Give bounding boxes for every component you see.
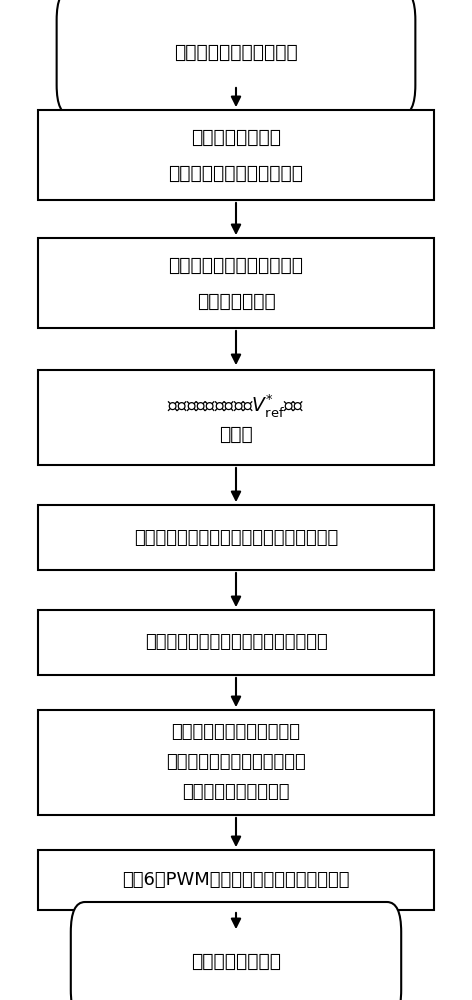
Text: 完成容错缓冲控制: 完成容错缓冲控制 [191, 952, 281, 970]
Text: 对故障开关管所影响扇区进行容错控制: 对故障开关管所影响扇区进行容错控制 [144, 634, 328, 652]
FancyBboxPatch shape [38, 610, 434, 675]
FancyBboxPatch shape [57, 0, 415, 115]
Text: 并调整缓冲扇区基本电压矢量: 并调整缓冲扇区基本电压矢量 [166, 754, 306, 772]
Text: 确定开关管故障前后故障零: 确定开关管故障前后故障零 [169, 255, 303, 274]
Text: 结合扇区划分方式: 结合扇区划分方式 [191, 127, 281, 146]
Text: 作用顺序以及作用时间: 作用顺序以及作用时间 [182, 784, 290, 802]
Text: 选取缓冲扇区位置以及数目: 选取缓冲扇区位置以及数目 [171, 724, 301, 742]
FancyBboxPatch shape [38, 110, 434, 200]
Text: 矢量和有效矢量: 矢量和有效矢量 [197, 291, 275, 310]
FancyBboxPatch shape [38, 505, 434, 570]
FancyBboxPatch shape [38, 710, 434, 815]
Text: 读取开关管故障诊断信息: 读取开关管故障诊断信息 [174, 43, 298, 62]
Text: 输出6路PWM脉冲作用于功率开关驱动电路: 输出6路PWM脉冲作用于功率开关驱动电路 [122, 871, 350, 889]
FancyBboxPatch shape [38, 238, 434, 328]
Text: 确定故障开关管所影响扇区: 确定故障开关管所影响扇区 [169, 163, 303, 182]
Text: 对不受故障开关管影响的扇区进行正常控制: 对不受故障开关管影响的扇区进行正常控制 [134, 528, 338, 546]
FancyBboxPatch shape [71, 902, 401, 1000]
FancyBboxPatch shape [38, 370, 434, 465]
FancyBboxPatch shape [38, 850, 434, 910]
Text: 确定扇区划分函数及$V_{\rm ref}^{*}$所在: 确定扇区划分函数及$V_{\rm ref}^{*}$所在 [168, 392, 304, 419]
Text: 的扇区: 的扇区 [219, 425, 253, 444]
